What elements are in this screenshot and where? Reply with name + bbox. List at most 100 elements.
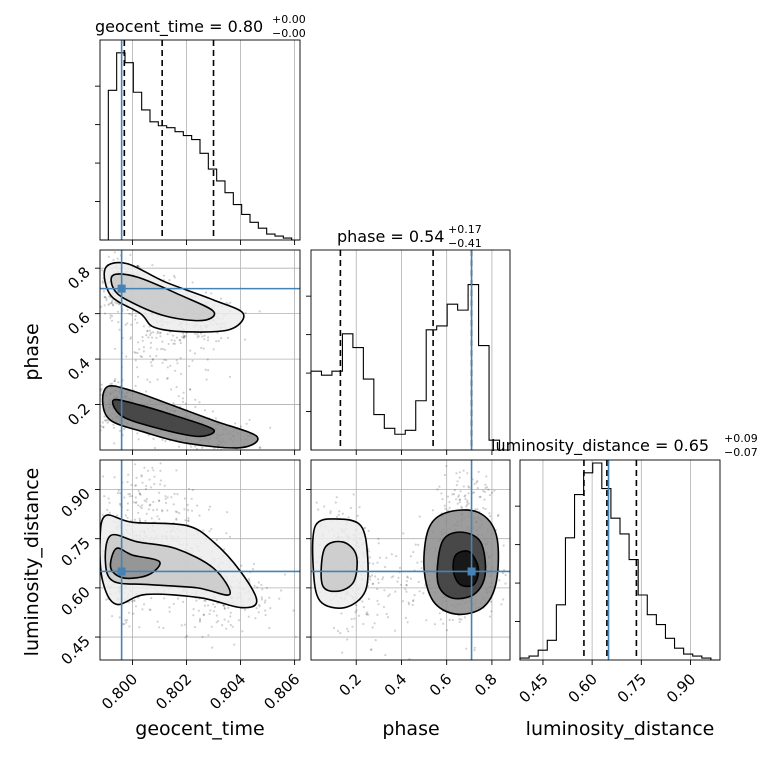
- sample-point: [198, 514, 201, 517]
- contour-line: [423, 509, 500, 616]
- sample-point: [137, 489, 140, 492]
- sample-point: [210, 527, 213, 531]
- sample-point: [134, 318, 137, 321]
- sample-point: [137, 438, 140, 441]
- sample-point: [190, 497, 193, 500]
- sample-point: [341, 512, 344, 515]
- sample-point: [170, 388, 173, 391]
- sample-point: [254, 617, 257, 620]
- sample-point: [130, 323, 133, 326]
- x-tick-label: 0.90: [663, 670, 699, 706]
- sample-point: [462, 469, 465, 472]
- sample-point: [465, 505, 468, 508]
- sample-point: [133, 518, 136, 521]
- sample-point: [149, 381, 152, 384]
- x-tick-label: 0.60: [565, 670, 601, 706]
- sample-point: [260, 598, 264, 601]
- contour-line: [311, 518, 369, 609]
- sample-point: [334, 501, 337, 504]
- sample-point: [114, 301, 117, 304]
- sample-point: [335, 515, 339, 519]
- sample-point: [503, 569, 506, 572]
- sample-point: [398, 566, 402, 570]
- sample-point: [126, 308, 129, 312]
- sample-point: [323, 505, 326, 508]
- sample-point: [269, 426, 272, 429]
- sample-point: [226, 510, 229, 514]
- sample-point: [478, 495, 481, 499]
- sample-point: [122, 428, 125, 431]
- sample-point: [381, 578, 384, 581]
- sample-point: [407, 601, 410, 604]
- sample-point: [425, 619, 428, 622]
- sample-point: [177, 395, 180, 398]
- sample-point: [126, 480, 129, 484]
- sample-point: [356, 514, 359, 518]
- sample-point: [210, 625, 213, 628]
- sample-point: [165, 359, 168, 362]
- sample-point: [444, 507, 447, 510]
- sample-point: [200, 332, 203, 335]
- sample-point: [156, 378, 159, 381]
- sample-point: [162, 274, 165, 277]
- sample-point: [201, 335, 204, 338]
- sample-point: [183, 336, 186, 339]
- sample-point: [412, 550, 415, 554]
- sample-point: [206, 339, 210, 342]
- sample-point: [148, 325, 151, 328]
- sample-point: [201, 635, 204, 639]
- sample-point: [118, 328, 121, 331]
- sample-point: [175, 469, 178, 472]
- sample-point: [138, 265, 141, 268]
- sample-point: [443, 504, 446, 507]
- title-phase: phase = 0.54: [337, 227, 444, 246]
- sample-point: [436, 488, 439, 491]
- sample-point: [294, 635, 297, 639]
- sample-point: [137, 504, 140, 507]
- x-tick-label: 0.800: [98, 670, 141, 713]
- sample-point: [159, 331, 162, 334]
- sample-point: [223, 605, 226, 608]
- sample-point: [337, 513, 340, 516]
- contour-line: [111, 398, 216, 438]
- sample-point: [110, 319, 114, 322]
- sample-point: [125, 355, 128, 358]
- sample-point: [408, 658, 411, 660]
- sample-point: [491, 491, 494, 494]
- sample-point: [409, 577, 412, 580]
- sample-point: [190, 509, 194, 512]
- sample-point: [173, 492, 176, 495]
- sample-point: [182, 391, 185, 394]
- sample-point: [414, 543, 417, 546]
- sample-point: [153, 475, 156, 478]
- sample-point: [367, 597, 371, 601]
- sample-point: [253, 584, 256, 588]
- sample-point: [458, 498, 461, 501]
- sample-point: [162, 347, 165, 351]
- sample-point: [103, 495, 106, 498]
- sample-point: [226, 336, 229, 339]
- sample-point: [192, 608, 195, 611]
- sample-point: [108, 501, 111, 504]
- sample-point: [145, 500, 148, 503]
- sample-point: [152, 469, 155, 472]
- sample-point: [355, 609, 358, 612]
- sample-point: [464, 498, 467, 501]
- sample-point: [453, 489, 456, 492]
- sample-point: [206, 358, 209, 361]
- sample-point: [113, 379, 116, 383]
- sample-point: [489, 615, 492, 618]
- sample-point: [135, 476, 138, 479]
- y-tick-label: 0.90: [57, 485, 93, 521]
- sample-point: [355, 604, 358, 607]
- sample-point: [223, 548, 226, 551]
- sample-point: [220, 337, 223, 340]
- sample-point: [353, 617, 356, 620]
- sample-point: [139, 505, 142, 508]
- sample-point: [204, 599, 207, 602]
- sample-point: [475, 481, 478, 484]
- sample-point: [102, 475, 105, 478]
- x-tick-label: 0.804: [206, 670, 249, 713]
- sample-point: [455, 498, 458, 501]
- title-geocent-time-plus: +0.00: [272, 13, 306, 26]
